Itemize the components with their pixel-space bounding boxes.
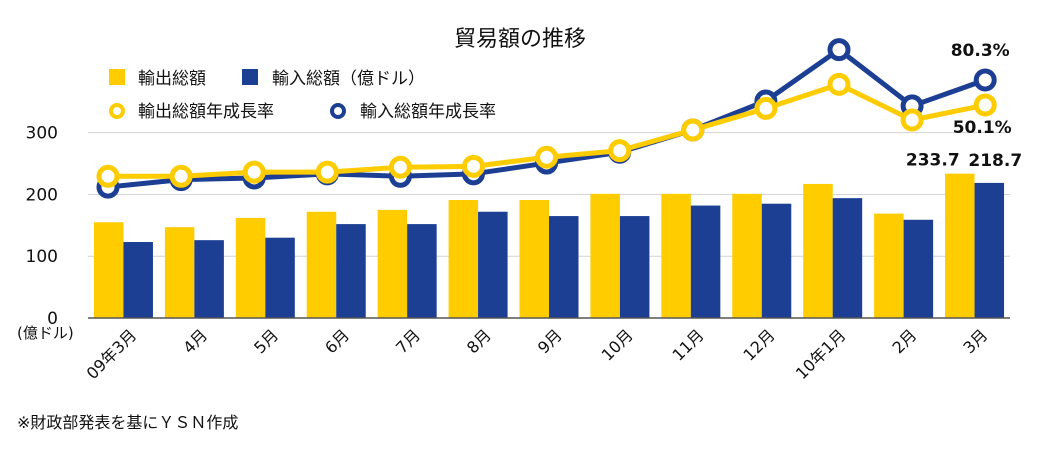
export-growth-point <box>388 155 412 179</box>
import-growth-point <box>827 38 851 62</box>
data-label: 50.1% <box>953 118 1012 138</box>
export-growth-point <box>96 164 120 188</box>
legend-marker-export-growth <box>109 103 125 119</box>
export-growth-point <box>900 108 924 132</box>
import-bar <box>194 240 224 318</box>
legend-swatch-export <box>109 69 125 85</box>
export-bar <box>803 183 833 318</box>
import-bar <box>974 182 1005 318</box>
data-labels: 233.7 218.7 50.1% 80.3% <box>906 41 1022 171</box>
import-bar <box>690 205 721 318</box>
y-tick-label: 0 <box>47 309 58 329</box>
export-growth-point <box>827 72 851 96</box>
source-note: ※財政部発表を基にＹＳＮ作成 <box>17 413 238 432</box>
export-growth-point <box>973 93 997 117</box>
data-label: 233.7 <box>906 151 960 171</box>
legend-label-import-growth: 輸入総額年成長率 <box>360 102 496 122</box>
export-growth-point <box>242 160 266 184</box>
legend-swatch-import <box>242 69 258 85</box>
export-growth-point <box>608 139 632 163</box>
y-axis-ticks: 0 100 200 300 <box>26 124 58 329</box>
import-bar <box>336 224 366 318</box>
export-growth-point <box>169 164 193 188</box>
legend-label-export-growth: 輸出総額年成長率 <box>138 102 274 122</box>
export-growth-point <box>681 118 705 142</box>
export-growth-point <box>754 96 778 120</box>
y-tick-label: 100 <box>26 247 58 267</box>
bars <box>93 173 1005 318</box>
export-bar <box>93 222 124 318</box>
data-label: 218.7 <box>968 151 1022 171</box>
chart-title: 貿易額の推移 <box>454 27 586 52</box>
export-bar <box>306 211 337 318</box>
export-bar <box>377 209 408 318</box>
export-growth-point <box>315 160 339 184</box>
legend-marker-import-growth <box>330 103 346 119</box>
export-bar <box>874 213 904 318</box>
legend: 輸出総額 輸入総額（億ドル） 輸出総額年成長率 輸入総額年成長率 <box>109 69 496 122</box>
export-bar <box>235 217 266 318</box>
import-bar <box>407 224 437 318</box>
import-bar <box>832 198 863 318</box>
legend-label-export: 輸出総額 <box>138 69 206 89</box>
y-axis-label: (億ドル) <box>17 324 74 342</box>
export-bar <box>164 227 195 318</box>
import-bar <box>903 219 934 318</box>
export-bar <box>448 200 479 318</box>
export-growth-point <box>535 145 559 169</box>
y-tick-label: 300 <box>26 124 58 144</box>
y-tick-label: 200 <box>26 185 58 205</box>
data-label: 80.3% <box>951 41 1010 61</box>
growth-lines <box>96 38 997 199</box>
export-bar <box>732 193 762 318</box>
export-bar <box>945 173 975 318</box>
import-bar <box>761 203 792 318</box>
import-bar <box>478 211 508 318</box>
import-bar <box>619 216 650 318</box>
import-bar <box>265 237 295 318</box>
export-growth-point <box>462 154 485 178</box>
legend-label-import: 輸入総額（億ドル） <box>272 69 425 89</box>
export-bar <box>590 193 620 318</box>
import-growth-point <box>973 68 997 92</box>
export-bar <box>661 193 691 318</box>
import-bar <box>549 216 579 318</box>
export-bar <box>519 200 549 318</box>
import-bar <box>123 242 153 318</box>
